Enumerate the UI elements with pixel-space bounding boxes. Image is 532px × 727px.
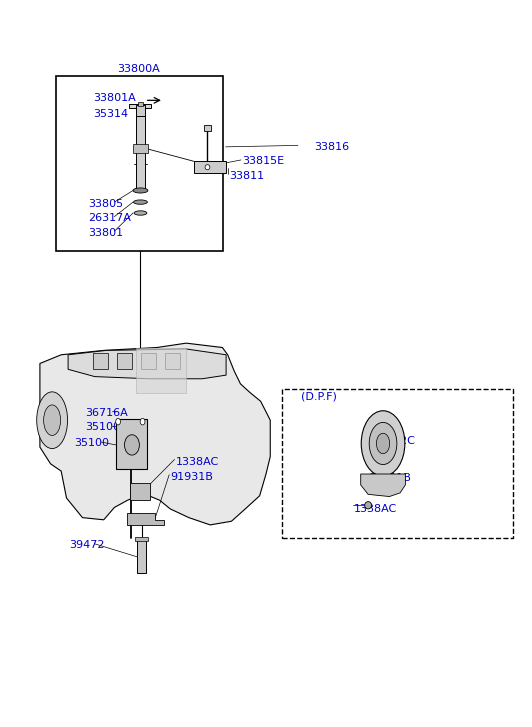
Text: 26317A: 26317A bbox=[88, 213, 131, 223]
Polygon shape bbox=[68, 349, 226, 379]
Bar bbox=[141, 353, 156, 369]
Text: 1338AC: 1338AC bbox=[176, 457, 219, 467]
Ellipse shape bbox=[369, 422, 397, 465]
Text: 33800A: 33800A bbox=[117, 64, 160, 74]
Bar bbox=[136, 116, 145, 189]
Text: 91931B: 91931B bbox=[369, 473, 412, 483]
Bar bbox=[117, 353, 132, 369]
Ellipse shape bbox=[44, 405, 61, 435]
Text: 33816: 33816 bbox=[314, 142, 349, 152]
Polygon shape bbox=[127, 513, 164, 525]
Ellipse shape bbox=[361, 411, 405, 476]
Ellipse shape bbox=[37, 392, 68, 449]
Bar bbox=[56, 76, 223, 251]
Bar bbox=[204, 125, 211, 131]
Text: 33811: 33811 bbox=[229, 171, 264, 181]
Ellipse shape bbox=[134, 211, 147, 215]
Text: 33815E: 33815E bbox=[242, 156, 284, 166]
Bar bbox=[130, 483, 150, 500]
Ellipse shape bbox=[133, 188, 148, 193]
Text: 35100C: 35100C bbox=[85, 422, 128, 433]
Bar bbox=[93, 353, 108, 369]
Ellipse shape bbox=[364, 502, 371, 509]
Text: 35314: 35314 bbox=[93, 109, 128, 119]
Ellipse shape bbox=[376, 433, 389, 454]
Ellipse shape bbox=[140, 419, 145, 425]
Bar bbox=[165, 353, 180, 369]
Polygon shape bbox=[129, 104, 151, 108]
Text: 35102C: 35102C bbox=[372, 436, 415, 446]
Bar bbox=[137, 539, 146, 573]
Bar bbox=[138, 102, 143, 106]
Bar bbox=[135, 537, 148, 541]
Text: 33801: 33801 bbox=[88, 228, 123, 238]
Polygon shape bbox=[361, 474, 405, 497]
Ellipse shape bbox=[115, 419, 120, 425]
Bar bbox=[136, 348, 186, 393]
Text: (D.P.F): (D.P.F) bbox=[301, 391, 336, 401]
Text: 91931B: 91931B bbox=[170, 472, 213, 482]
Text: 39472: 39472 bbox=[69, 540, 105, 550]
Text: 35100: 35100 bbox=[74, 438, 110, 449]
Ellipse shape bbox=[205, 165, 210, 170]
Text: 1338AC: 1338AC bbox=[354, 504, 397, 514]
Bar bbox=[116, 419, 147, 469]
Text: 33801A: 33801A bbox=[93, 93, 136, 103]
Ellipse shape bbox=[124, 435, 139, 455]
Text: 33805: 33805 bbox=[88, 198, 123, 209]
Bar bbox=[136, 105, 145, 116]
Ellipse shape bbox=[134, 200, 147, 204]
Bar bbox=[194, 161, 226, 173]
Text: 36716A: 36716A bbox=[85, 408, 128, 418]
Bar bbox=[133, 144, 148, 153]
Polygon shape bbox=[40, 343, 270, 525]
Bar bbox=[282, 389, 513, 538]
